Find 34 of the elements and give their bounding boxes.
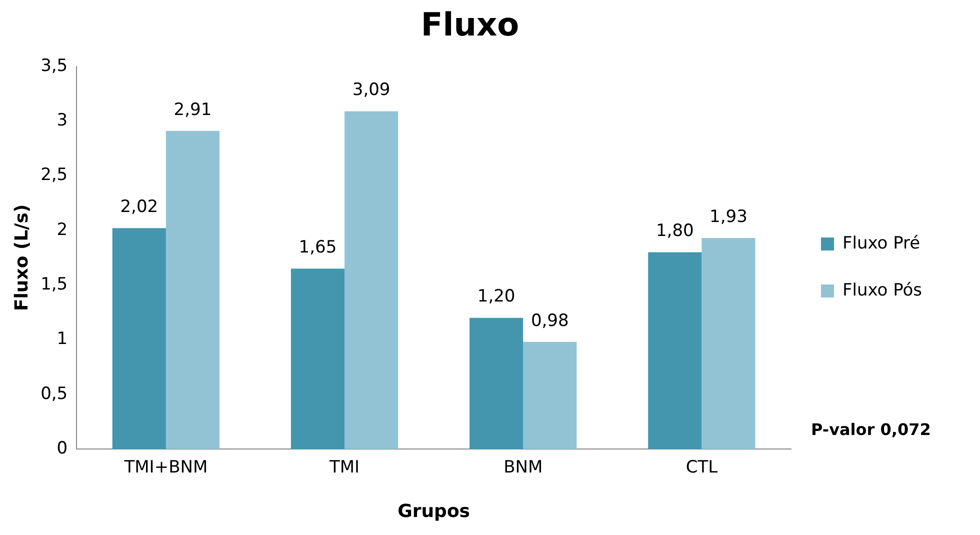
data-label: 1,20 — [477, 286, 516, 307]
bar — [290, 268, 345, 449]
y-axis-title: Fluxo (L/s) — [11, 204, 32, 312]
y-tick-label: 2,5 — [40, 165, 68, 186]
data-label: 3,09 — [352, 80, 390, 100]
bar — [344, 111, 398, 449]
x-tick-label: TMI+BNM — [123, 458, 208, 478]
bar — [523, 342, 577, 449]
data-label: 1,93 — [710, 206, 748, 227]
legend-label: Fluxo Pós — [842, 280, 922, 300]
data-label: 1,65 — [298, 238, 337, 258]
y-tick-label: 0 — [56, 438, 68, 458]
data-label: 1,80 — [656, 221, 694, 242]
text: P-valor 0,072 — [810, 420, 931, 440]
data-label: 2,02 — [120, 197, 158, 218]
x-tick-label: CTL — [686, 458, 718, 478]
bar — [648, 252, 702, 449]
legend-label: Fluxo Pré — [842, 233, 920, 254]
y-tick-label: 3,5 — [40, 56, 68, 76]
y-tick-label: 3 — [56, 110, 68, 130]
y-tick-label: 2 — [56, 220, 68, 240]
x-tick-label: BNM — [504, 458, 543, 478]
bar — [702, 238, 756, 449]
chart-title: Fluxo — [420, 6, 520, 44]
bar — [166, 130, 220, 449]
data-label: 0,98 — [530, 310, 569, 331]
data-label: 2,91 — [174, 100, 212, 120]
y-tick-label: 1,5 — [40, 274, 68, 294]
bar — [112, 228, 166, 449]
y-tick-label: 0,5 — [40, 384, 68, 404]
y-tick-label: 1 — [56, 329, 68, 350]
x-tick-label: TMI — [328, 458, 360, 478]
bar — [470, 318, 524, 449]
x-axis-title: Grupos — [398, 500, 470, 522]
